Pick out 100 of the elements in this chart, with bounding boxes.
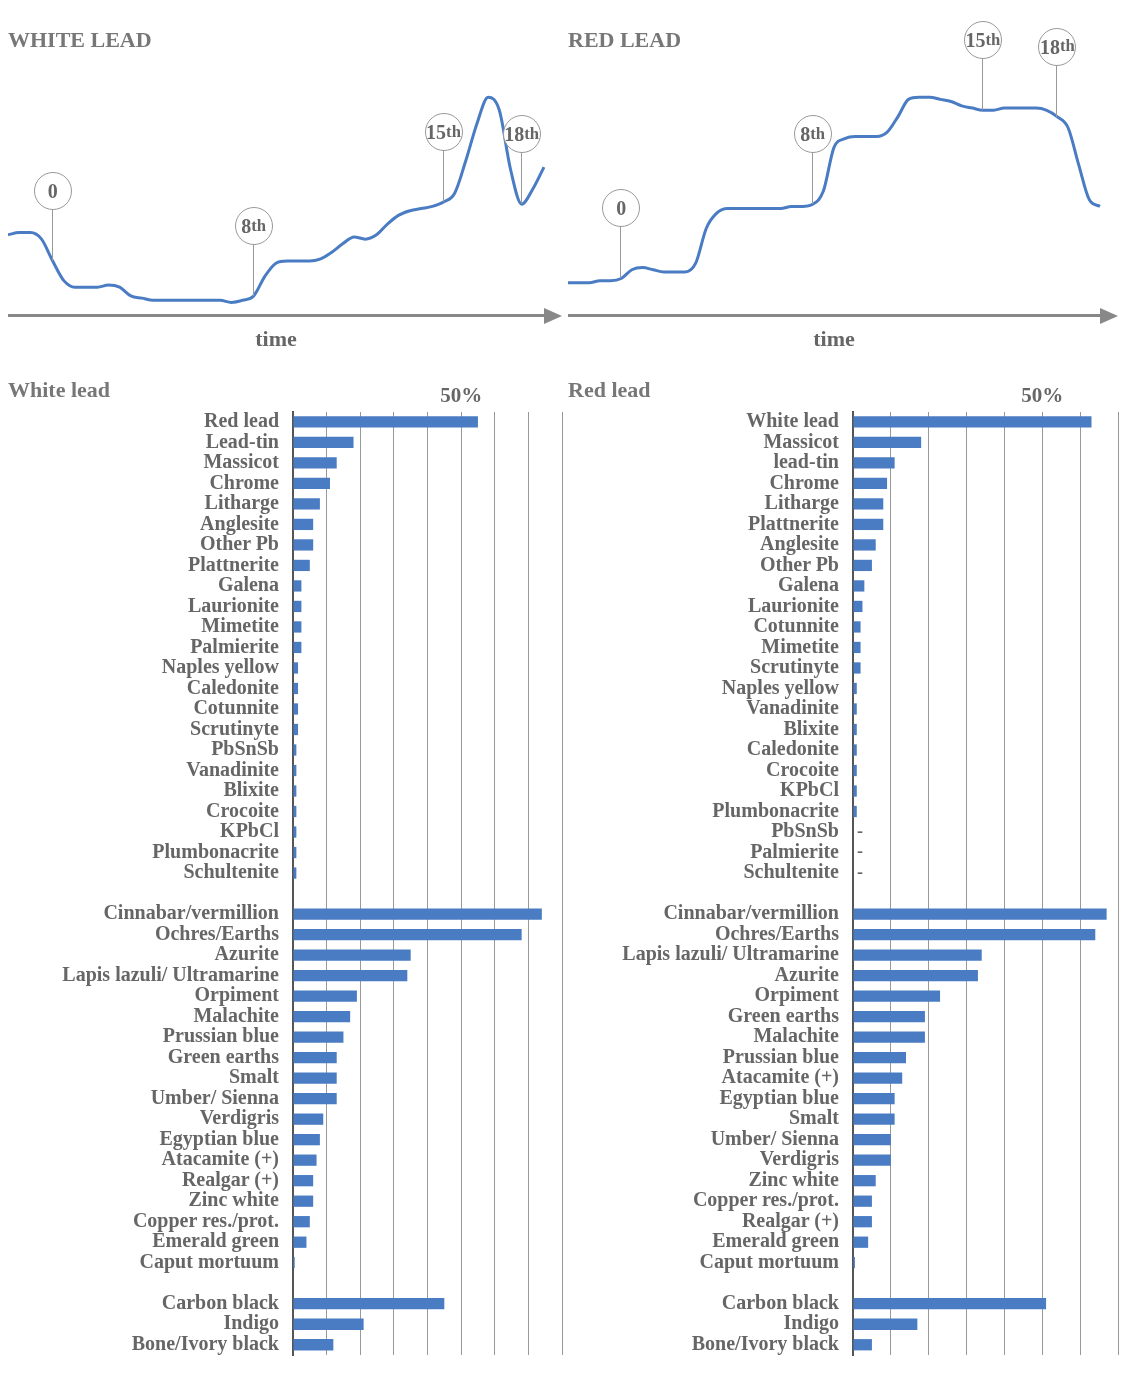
y-tick-label: Red lead xyxy=(204,409,279,432)
bar xyxy=(293,580,302,592)
y-tick-label: Indigo xyxy=(223,1311,279,1335)
bar xyxy=(293,949,411,961)
y-tick-label: Schultenite xyxy=(183,860,280,883)
bar xyxy=(853,785,857,797)
y-tick-label: Atacamite (+) xyxy=(721,1065,839,1089)
x-tick-label: 0 xyxy=(33,171,72,210)
y-tick-label: Crocoite xyxy=(206,798,280,821)
bar xyxy=(293,969,408,982)
y-tick-label: Copper res./prot. xyxy=(692,1188,839,1212)
y-tick-label: Plumbonacrite xyxy=(712,798,840,821)
bar xyxy=(293,1175,314,1187)
bar xyxy=(293,1051,337,1064)
y-tick-label: Massicot xyxy=(203,450,280,473)
y-tick-label: Palmierite xyxy=(190,634,280,657)
y-tick-label: White lead xyxy=(746,409,839,432)
bar xyxy=(853,457,895,469)
bar xyxy=(293,436,354,448)
bar xyxy=(293,416,478,428)
x-tick-label: 0 xyxy=(602,189,641,228)
bar xyxy=(853,518,884,531)
y-tick-label: Mimetite xyxy=(761,634,840,657)
bar xyxy=(293,1113,324,1125)
bar xyxy=(853,1298,1047,1310)
bar xyxy=(293,518,314,531)
y-tick-label: Chrome xyxy=(209,470,280,493)
bar xyxy=(853,1175,876,1187)
bar xyxy=(293,621,302,633)
y-tick-label: Carbon black xyxy=(161,1290,280,1313)
bar xyxy=(853,1051,906,1064)
data-label: - xyxy=(857,861,863,882)
bar xyxy=(853,928,1096,941)
y-tick-label: Schultenite xyxy=(743,860,840,883)
bar xyxy=(293,457,337,469)
y-tick-label: Blixite xyxy=(783,716,840,739)
y-tick-label: Galena xyxy=(217,573,279,596)
y-tick-label: Litharge xyxy=(204,491,280,515)
y-tick-label: Orpiment xyxy=(194,983,280,1007)
y-tick-label: Lead-tin xyxy=(205,429,279,452)
y-tick-label: Azurite xyxy=(214,942,280,965)
y-tick-label: Lapis lazuli/ Ultramarine xyxy=(62,962,280,986)
y-tick-label: Naples yellow xyxy=(161,655,280,679)
bar xyxy=(293,1216,310,1228)
y-tick-label: Verdigris xyxy=(759,1147,840,1171)
y-tick-label: Plumbonacrite xyxy=(152,839,280,862)
bar xyxy=(853,1134,891,1146)
y-tick-label: Blixite xyxy=(223,778,280,801)
y-tick-label: Carbon black xyxy=(721,1290,840,1313)
x-axis-title: time xyxy=(255,326,297,352)
bar xyxy=(853,969,978,982)
bar xyxy=(293,1154,317,1166)
bar xyxy=(293,1318,364,1330)
bar xyxy=(293,928,522,941)
y-tick-label: Palmierite xyxy=(750,839,840,862)
y-tick-label: Orpiment xyxy=(754,983,840,1007)
text: Red lead xyxy=(568,376,651,402)
bar xyxy=(853,908,1107,920)
bar xyxy=(293,477,330,490)
chart-title: WHITE LEAD xyxy=(8,26,152,52)
x-tick-label: 50% xyxy=(1021,383,1064,408)
bar xyxy=(293,1031,344,1043)
bar xyxy=(853,990,941,1002)
bar xyxy=(853,1339,872,1351)
bar xyxy=(853,1031,925,1043)
y-tick-label: Galena xyxy=(777,573,839,596)
y-tick-label: Chrome xyxy=(769,470,840,493)
bar xyxy=(853,744,857,756)
bar xyxy=(853,416,1092,428)
bar xyxy=(293,1298,445,1310)
y-tick-label: Ochres/Earths xyxy=(714,921,840,944)
bar xyxy=(853,477,888,490)
bar xyxy=(293,703,299,715)
y-tick-label: Vanadinite xyxy=(186,757,280,780)
bar xyxy=(853,641,861,654)
y-tick-label: Plattnerite xyxy=(187,552,280,575)
bar xyxy=(853,1113,895,1125)
bar xyxy=(853,436,922,448)
bar xyxy=(853,662,861,674)
y-tick-label: Cinnabar/vermillion xyxy=(663,901,839,924)
y-tick-label: Laurionite xyxy=(747,593,840,616)
bar xyxy=(853,1195,872,1207)
bar xyxy=(853,703,857,715)
bar xyxy=(853,1216,872,1228)
bar xyxy=(293,539,314,551)
y-tick-label: KPbCl xyxy=(220,819,280,842)
bar xyxy=(293,1072,337,1084)
y-tick-label: Prussian blue xyxy=(162,1024,280,1047)
bar xyxy=(293,498,320,510)
bar xyxy=(293,990,357,1002)
y-tick-label: KPbCl xyxy=(780,778,840,801)
y-tick-label: Smalt xyxy=(789,1106,840,1129)
data-label: - xyxy=(857,820,863,841)
bar xyxy=(293,1134,320,1146)
y-tick-label: Scrutinyte xyxy=(750,655,840,679)
bar xyxy=(853,949,982,961)
chart-title: RED LEAD xyxy=(568,26,682,52)
data-label: - xyxy=(857,841,863,862)
bar xyxy=(293,908,542,920)
text: White lead xyxy=(8,376,111,402)
